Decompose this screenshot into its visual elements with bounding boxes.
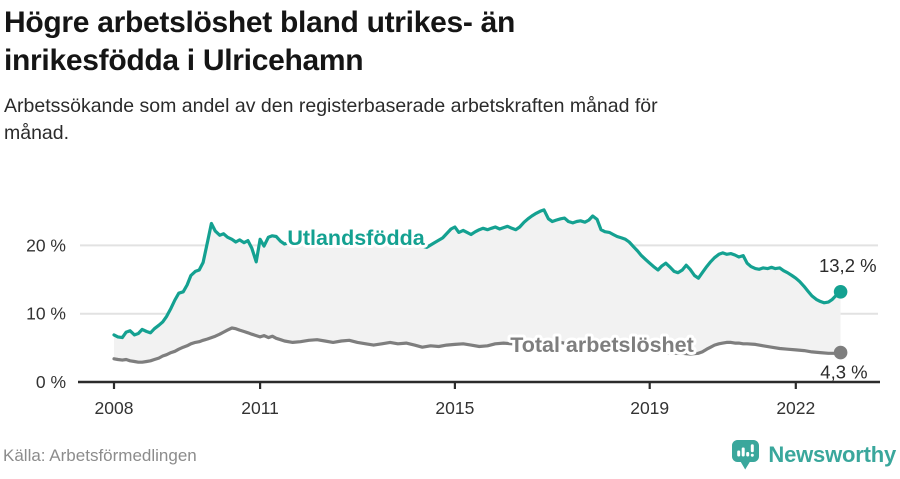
x-tick-label-2011: 2011: [241, 398, 279, 418]
page-title-line2: inrikesfödda i Ulricehamn: [4, 44, 364, 78]
chart-subtitle-line2: månad.: [4, 122, 70, 145]
y-tick-label-10: 10 %: [26, 304, 66, 324]
chart-header: Högre arbetslöshet bland utrikes- än inr…: [4, 4, 864, 147]
y-tick-label-20: 20 %: [26, 235, 66, 255]
series-end-dot-utlandsfodda: [833, 285, 848, 299]
source-attribution: Källa: Arbetsförmedlingen: [3, 446, 197, 465]
series-line-total-arbetsloshet: [112, 326, 843, 364]
x-tick-label-2015: 2015: [435, 398, 474, 418]
x-axis-tick-marks: [112, 382, 797, 389]
series-line-utlandsfodda: [112, 208, 843, 340]
x-tick-label-2022: 2022: [776, 398, 815, 418]
y-tick-label-0: 0 %: [36, 372, 66, 392]
chart-subtitle: Arbetssökande som andel av den registerb…: [4, 93, 864, 148]
x-tick-label-2008: 2008: [95, 398, 134, 418]
series-label-total-arbetsloshet: Total arbetslöshet: [510, 333, 694, 357]
chart-subtitle-line1: Arbetssökande som andel av den registerb…: [4, 94, 658, 117]
page-title-line1: Högre arbetslöshet bland utrikes- än: [4, 6, 515, 39]
series-gap-band-fill: [114, 209, 841, 363]
end-value-label-total: 4,3 %: [820, 362, 867, 383]
series-label-utlandsfodda: Utlandsfödda: [287, 226, 425, 250]
brand-name: Newsworthy: [768, 442, 896, 467]
x-tick-label-2019: 2019: [630, 398, 669, 418]
newsworthy-logo: Newsworthy: [732, 440, 896, 470]
speech-bubble-bar-chart-icon: [732, 440, 760, 470]
series-end-dot-total: [833, 345, 848, 360]
end-value-label-utlandsfodda: 13,2 %: [819, 255, 877, 276]
page-title: Högre arbetslöshet bland utrikes- än inr…: [4, 4, 864, 81]
